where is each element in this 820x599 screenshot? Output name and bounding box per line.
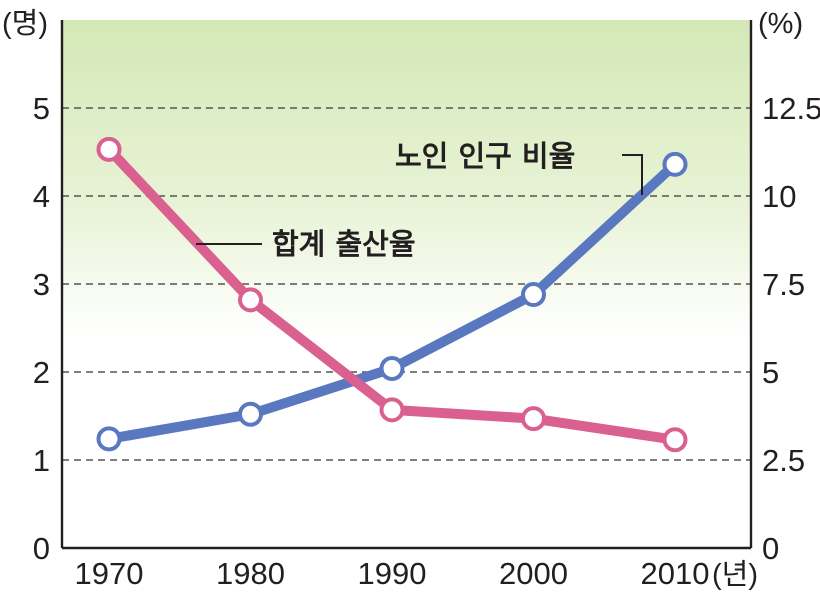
y-left-tick-labels: 0 1 2 3 4 5	[33, 91, 50, 566]
data-point	[238, 401, 263, 427]
y-left-unit-label: (명)	[2, 8, 48, 40]
x-tick-label: 2010	[641, 556, 710, 591]
series-label-fertility-rate: 합계 출산율	[272, 227, 416, 261]
y-right-tick-label: 7.5	[762, 267, 805, 302]
y-left-tick-label: 0	[33, 531, 50, 566]
y-left-tick-label: 4	[33, 179, 50, 214]
data-point	[662, 151, 688, 177]
y-left-tick-label: 1	[33, 443, 50, 478]
x-tick-labels: 1970 1980 1990 2000 2010	[75, 556, 710, 591]
x-tick-label: 1970	[75, 556, 144, 591]
plot-background	[62, 20, 751, 548]
data-point	[521, 406, 546, 432]
y-right-tick-label: 5	[762, 355, 779, 390]
x-tick-label: 1990	[358, 556, 427, 591]
y-left-tick-label: 3	[33, 267, 50, 302]
x-tick-label: 1980	[216, 556, 285, 591]
data-point	[379, 355, 405, 381]
y-right-tick-label: 12.5	[762, 91, 820, 126]
gridlines	[62, 107, 751, 461]
y-left-tick-label: 5	[33, 91, 50, 126]
y-right-tick-label: 0	[762, 531, 779, 566]
elderly-label-leader	[622, 154, 643, 195]
data-point	[96, 136, 122, 162]
data-point	[662, 427, 688, 453]
y-right-unit-label: (%)	[758, 8, 803, 40]
series-label-elderly-ratio: 노인 인구 비율	[395, 139, 575, 173]
y-right-tick-labels: 0 2.5 5 7.5 10 12.5	[762, 91, 820, 566]
y-left-tick-label: 2	[33, 355, 50, 390]
data-point	[521, 282, 546, 308]
x-tick-label: 2000	[499, 556, 568, 591]
x-unit-label: (년)	[712, 559, 758, 591]
data-point	[379, 397, 405, 423]
data-point	[96, 426, 122, 452]
series-layer	[96, 136, 688, 453]
y-right-tick-label: 2.5	[762, 443, 805, 478]
data-point	[238, 287, 263, 313]
y-right-tick-label: 10	[762, 179, 796, 214]
